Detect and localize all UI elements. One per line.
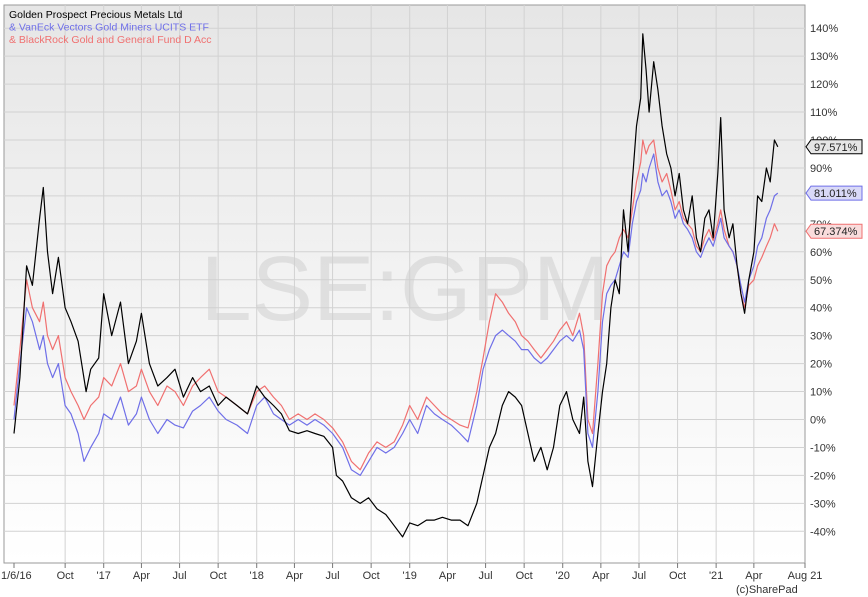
last-value-badges: 97.571% 81.011% 67.374% bbox=[805, 139, 863, 239]
y-tick-label: -40% bbox=[810, 526, 836, 538]
y-axis: 140%130%120%110%100%90%80%70%60%50%40%30… bbox=[810, 23, 838, 538]
legend-entry: Golden Prospect Precious Metals Ltd bbox=[9, 9, 182, 21]
x-tick-label: '17 bbox=[97, 570, 111, 582]
x-tick-label: Jul bbox=[479, 570, 493, 582]
y-tick-label: 110% bbox=[810, 107, 838, 119]
x-tick-label: Jul bbox=[326, 570, 340, 582]
y-tick-label: 50% bbox=[810, 275, 832, 287]
x-tick-label: Apr bbox=[745, 570, 762, 582]
y-tick-label: -30% bbox=[810, 498, 836, 510]
x-tick-label: Jul bbox=[173, 570, 187, 582]
y-tick-label: 0% bbox=[810, 415, 826, 427]
x-tick-label: Jul bbox=[632, 570, 646, 582]
y-tick-label: -10% bbox=[810, 442, 836, 454]
x-tick-label: '19 bbox=[403, 570, 417, 582]
y-tick-label: 60% bbox=[810, 247, 832, 259]
x-tick-label: Aug 21 bbox=[788, 570, 823, 582]
last-value-label: 81.011% bbox=[814, 188, 857, 200]
last-value-label: 97.571% bbox=[814, 142, 858, 154]
legend-entry: & VanEck Vectors Gold Miners UCITS ETF bbox=[9, 22, 209, 34]
watermark: LSE:GPM bbox=[200, 238, 609, 340]
last-value-badge bbox=[805, 139, 863, 155]
x-tick-label: Apr bbox=[439, 570, 456, 582]
series-line bbox=[13, 33, 779, 538]
y-tick-label: 30% bbox=[810, 331, 832, 343]
x-tick-label: '20 bbox=[556, 570, 570, 582]
x-tick-label: Oct bbox=[669, 570, 686, 582]
x-axis: 1/6/16 Oct '17 Apr Jul Oct '18 Apr Jul Oct '19 Apr J… bbox=[1, 563, 822, 582]
x-tick-label: 1/6/16 bbox=[1, 570, 32, 582]
y-tick-label: 130% bbox=[810, 51, 838, 63]
series-line bbox=[13, 139, 779, 471]
x-tick-label: Apr bbox=[286, 570, 303, 582]
last-value-badge bbox=[805, 223, 863, 239]
last-value-label: 67.374% bbox=[814, 226, 858, 238]
x-tick-label: Apr bbox=[133, 570, 150, 582]
legend-entry: & BlackRock Gold and General Fund D Acc bbox=[9, 34, 212, 46]
series-lines bbox=[13, 33, 779, 538]
x-tick-label: Oct bbox=[57, 570, 74, 582]
x-tick-label: '21 bbox=[709, 570, 723, 582]
y-tick-label: 140% bbox=[810, 23, 838, 35]
x-tick-label: Oct bbox=[210, 570, 227, 582]
y-tick-label: 120% bbox=[810, 79, 838, 91]
y-tick-label: 10% bbox=[810, 387, 832, 399]
x-tick-label: Apr bbox=[592, 570, 609, 582]
series-line bbox=[13, 153, 779, 476]
y-tick-label: 20% bbox=[810, 359, 832, 371]
legend: Golden Prospect Precious Metals Ltd& Van… bbox=[9, 9, 212, 46]
y-tick-label: 40% bbox=[810, 303, 832, 315]
x-tick-label: Oct bbox=[516, 570, 533, 582]
y-tick-label: 90% bbox=[810, 163, 832, 175]
x-tick-label: Oct bbox=[363, 570, 380, 582]
last-value-badge bbox=[805, 185, 863, 201]
plot-background bbox=[3, 4, 806, 564]
x-tick-label: '18 bbox=[250, 570, 264, 582]
credit-label: (c)SharePad bbox=[736, 584, 798, 596]
y-tick-label: -20% bbox=[810, 470, 836, 482]
